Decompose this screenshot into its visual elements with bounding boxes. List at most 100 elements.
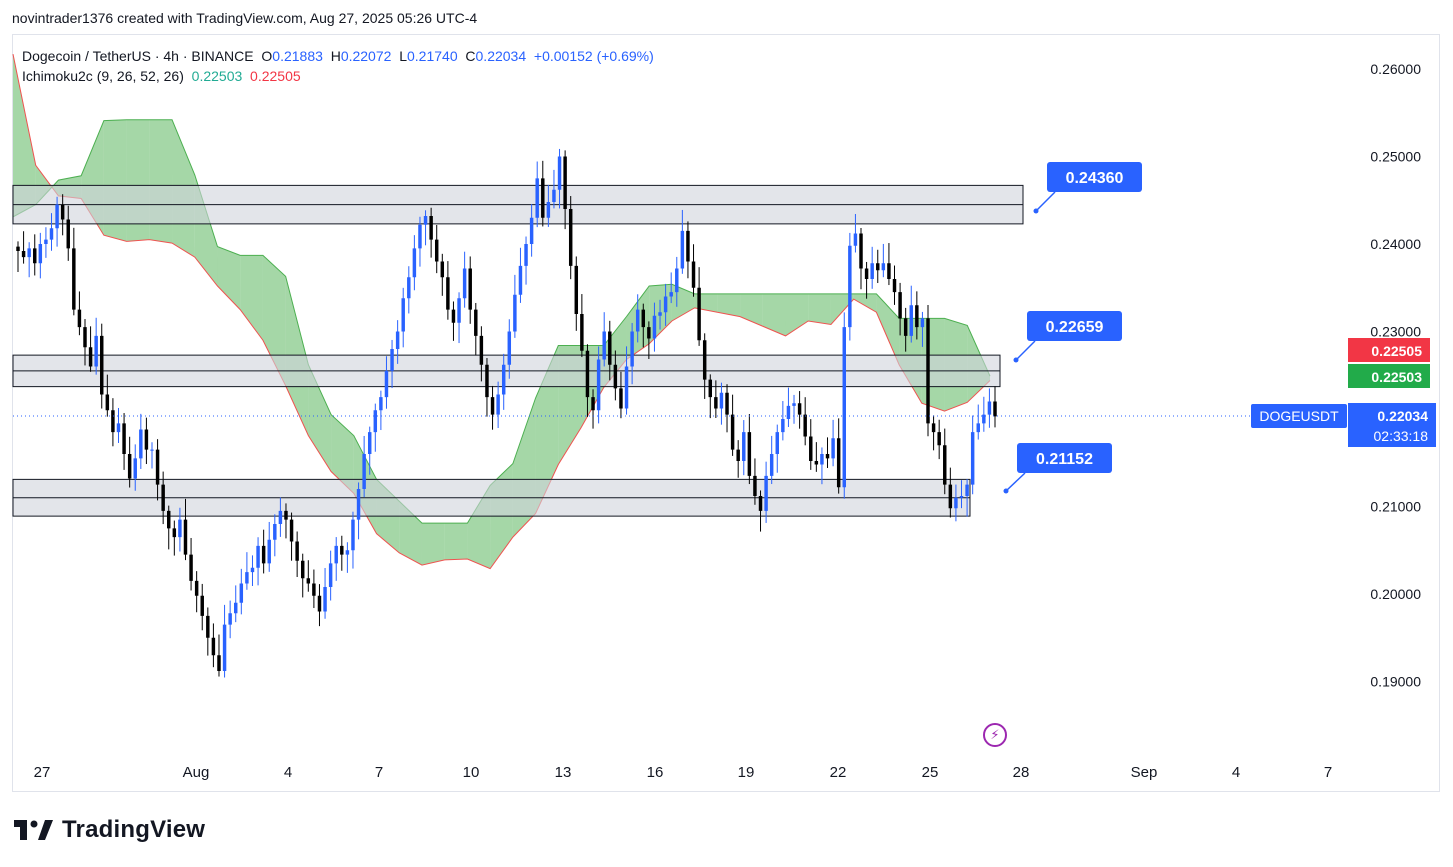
candle-body: [736, 449, 740, 461]
level-pointer: [1005, 472, 1026, 492]
y-tick-label: 0.19000: [1370, 674, 1421, 690]
candle-body: [663, 296, 668, 313]
candle-body: [881, 263, 886, 271]
candle-body: [585, 350, 590, 398]
candle-body: [83, 327, 87, 348]
tv-logo-icon: [14, 820, 53, 840]
tradingview-logo[interactable]: TradingView: [14, 816, 205, 844]
cloud-segment: [262, 255, 286, 386]
x-tick-label: 25: [922, 764, 939, 781]
candle-body: [742, 432, 746, 461]
candle-body: [94, 335, 98, 367]
candle-body: [965, 484, 969, 496]
legend-change: +0.00152 (+0.69%): [533, 48, 654, 64]
candle-body: [591, 397, 595, 411]
candle-body: [267, 539, 271, 564]
cloud-segment: [217, 246, 241, 310]
candle-body: [474, 309, 478, 336]
candle-body: [407, 277, 411, 299]
candle-body: [462, 268, 467, 299]
candle-body: [401, 298, 405, 332]
price-tag-red: [1348, 338, 1430, 362]
cloud-segment: [331, 414, 354, 494]
candle-body: [831, 438, 835, 459]
candle-body: [289, 519, 294, 542]
candle-body: [641, 309, 646, 328]
candle-body: [390, 349, 394, 371]
legend-indicator-name[interactable]: Ichimoku2c (9, 26, 52, 26): [22, 68, 184, 84]
candle-body: [970, 432, 975, 485]
candle-body: [379, 397, 383, 411]
candle-body: [546, 202, 551, 218]
candle-body: [256, 545, 260, 568]
legend-open-value: 0.21883: [272, 48, 323, 64]
lightning-icon[interactable]: ⚡: [983, 723, 1007, 747]
candle-body: [38, 244, 43, 264]
candle-body: [206, 615, 210, 638]
legend-ohlc-row: Dogecoin / TetherUS · 4h · BINANCE O0.21…: [22, 46, 654, 66]
symbol-tag: [1251, 404, 1347, 428]
cloud-segment: [421, 523, 445, 566]
level-pointer-dot: [1033, 208, 1039, 214]
candle-body: [345, 550, 350, 555]
x-tick-label: 16: [647, 764, 664, 781]
candle-body: [139, 429, 143, 459]
candle-body: [161, 484, 165, 511]
candle-body: [859, 233, 863, 269]
candle-body: [708, 379, 713, 398]
candle-body: [423, 216, 428, 225]
legend-indicator-row: Ichimoku2c (9, 26, 52, 26) 0.22503 0.225…: [22, 66, 654, 86]
candle-body: [864, 268, 869, 279]
legend-low-value: 0.21740: [407, 48, 458, 64]
x-tick-label: 4: [284, 764, 292, 781]
candle-body: [635, 309, 640, 332]
candle-body: [842, 327, 846, 488]
candle-body: [356, 489, 361, 520]
candle-body: [714, 397, 718, 409]
cloud-segment: [740, 293, 763, 327]
candle-body: [178, 519, 182, 538]
level-label-text: 0.24360: [1066, 170, 1124, 187]
price-tag-red-text: 0.22505: [1371, 343, 1422, 359]
candle-body: [719, 392, 724, 409]
candle-body: [524, 244, 528, 266]
level-pointer-dot: [1003, 488, 1009, 494]
candle-body: [334, 545, 338, 564]
y-tick-label: 0.26000: [1370, 61, 1421, 77]
y-tick-label: 0.25000: [1370, 149, 1421, 165]
candle-body: [328, 563, 333, 587]
x-tick-label: 7: [1324, 764, 1332, 781]
level-label-text: 0.21152: [1036, 451, 1093, 468]
candle-body: [730, 414, 735, 450]
level-label-text: 0.22659: [1046, 319, 1104, 336]
legend-symbol[interactable]: Dogecoin / TetherUS · 4h · BINANCE: [22, 48, 254, 64]
candle-body: [513, 294, 517, 332]
candle-body: [702, 340, 707, 380]
candle-body: [948, 484, 953, 509]
candle-body: [814, 461, 819, 465]
candle-body: [943, 445, 947, 485]
chart-legend: Dogecoin / TetherUS · 4h · BINANCE O0.21…: [22, 46, 654, 86]
legend-indicator-value-2: 0.22505: [250, 68, 301, 84]
level-label-box: [1017, 443, 1112, 473]
x-tick-label: 28: [1013, 764, 1030, 781]
level-pointer: [1035, 191, 1056, 212]
candle-body: [764, 475, 768, 511]
candle-body: [468, 268, 472, 310]
legend-close-value: 0.22034: [475, 48, 527, 64]
cloud-segment: [876, 293, 900, 365]
candle-body: [440, 261, 445, 278]
chart-frame[interactable]: [12, 34, 1440, 792]
level-label-box: [1047, 162, 1142, 192]
candle-body: [652, 315, 657, 339]
candle-body: [222, 624, 227, 671]
candle-body: [686, 230, 690, 262]
candle-body: [116, 423, 121, 433]
candle-body: [758, 496, 763, 511]
cloud-segment: [444, 523, 468, 560]
candle-body: [568, 209, 573, 266]
candle-body: [261, 545, 266, 564]
x-tick-label: Sep: [1131, 764, 1158, 781]
candle-body: [993, 401, 997, 417]
